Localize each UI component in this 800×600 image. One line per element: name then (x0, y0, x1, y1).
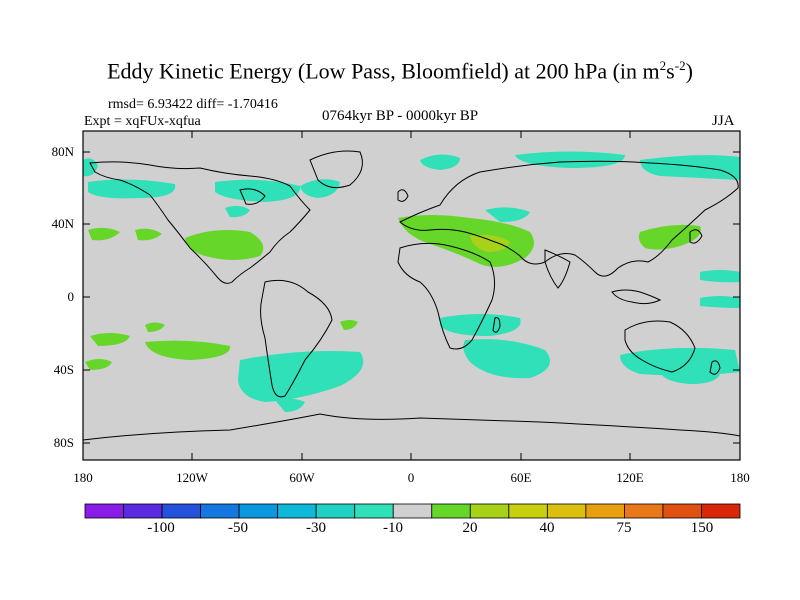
colorbar-swatch (354, 503, 394, 519)
patch-neg-southern-indian (463, 339, 550, 379)
patch-neg-south-pacific (238, 351, 364, 402)
patch-pos-south-pacific2 (90, 333, 130, 346)
lon-label-120w: 120W (176, 470, 208, 485)
season-text: JJA (712, 113, 735, 129)
period-text: 0764kyr BP - 0000kyr BP (322, 108, 479, 124)
patch-neg-pacific-ne (225, 205, 250, 218)
patch-neg-ioo (700, 296, 740, 308)
patch-pos-north-america (185, 230, 264, 260)
colorbar-swatch (123, 503, 163, 519)
coast-africa (397, 242, 496, 350)
patch-pos-southern-ocean (85, 359, 112, 370)
coast-india (544, 249, 571, 289)
colorbar-label: -30 (306, 520, 326, 536)
lat-label-80n: 80N (51, 144, 74, 159)
coast-hudson (239, 188, 266, 205)
colorbar-swatch (624, 503, 664, 519)
lat-label-0: 0 (67, 289, 75, 304)
colorbar-label: -50 (228, 520, 248, 536)
patch-pos-pacific-n2 (135, 228, 162, 241)
coast-sea-islands (611, 289, 662, 305)
coast-eurasia (399, 160, 739, 277)
patch-neg-australia (620, 347, 740, 376)
colorbar-label: -10 (383, 520, 403, 536)
positive-mid-patches (470, 234, 510, 252)
colorbar-swatch (508, 503, 548, 519)
lon-label-60w: 60W (289, 470, 315, 485)
colorbar-swatch (277, 503, 317, 519)
colorbar-swatch (392, 503, 433, 519)
colorbar-swatch (662, 503, 702, 519)
colorbar-swatch (701, 503, 741, 519)
title-main: Eddy Kinetic Energy (Low Pass, Bloomfiel… (107, 58, 660, 84)
patch-mid-sahara (470, 234, 510, 252)
positive-anomaly-patches (85, 215, 701, 370)
patch-pos-south-pacific (145, 322, 165, 332)
patch-pos-s-atlantic (340, 320, 358, 330)
title-sup-1: 2 (659, 58, 667, 73)
stats-text: rmsd= 6.93422 diff= -1.70416 (108, 97, 278, 112)
title-end: ) (685, 58, 693, 84)
map-title: Eddy Kinetic Energy (Low Pass, Bloomfiel… (0, 58, 800, 84)
colorbar-label: 40 (539, 520, 555, 536)
patch-neg-pacific-w (700, 270, 740, 283)
colorbar (84, 503, 741, 519)
lat-label-40s: 40S (53, 362, 74, 377)
coast-antarctica (82, 413, 741, 441)
map-background (83, 131, 740, 460)
colorbar-swatch (238, 503, 279, 519)
coast-north-america (89, 161, 311, 284)
experiment-text: Expt = xqFUx-xqfua (84, 114, 201, 129)
coast-south-america (260, 279, 333, 398)
axis-ticks (83, 131, 740, 460)
colorbar-label: -100 (147, 520, 175, 536)
lon-label-60e: 60E (510, 470, 532, 485)
lon-label-180-right: 180 (730, 470, 750, 485)
patch-pos-pacific-n (88, 227, 120, 241)
coast-madagascar (492, 317, 501, 333)
patch-neg-greenland-n (420, 154, 460, 170)
colorbar-label: 150 (690, 520, 714, 536)
lon-label-180-left: 180 (73, 470, 93, 485)
title-mid: s (666, 58, 675, 84)
patch-neg-alaska (88, 179, 176, 199)
coast-new-zealand (709, 360, 721, 375)
colorbar-swatch (431, 503, 471, 519)
colorbar-swatch (315, 503, 356, 519)
lat-label-40n: 40N (51, 216, 74, 231)
patch-neg-europe (485, 207, 530, 222)
lon-label-120e: 120E (616, 470, 644, 485)
patch-neg-siberia (640, 155, 740, 180)
patch-pos-south-pacific3 (145, 340, 231, 360)
colorbar-swatch (161, 503, 201, 519)
patch-neg-labrador (300, 179, 340, 198)
patch-pos-sahara (398, 215, 534, 267)
coast-japan (689, 229, 703, 244)
coast-australia (624, 320, 696, 373)
colorbar-swatch (200, 503, 240, 519)
negative-anomaly-patches (83, 151, 740, 412)
coast-greenland (309, 150, 363, 189)
colorbar-swatch (469, 503, 510, 519)
lon-label-0: 0 (407, 470, 415, 485)
title-sup-2: -2 (674, 58, 686, 73)
colorbar-label: 20 (462, 520, 478, 536)
coast-uk (397, 189, 409, 202)
patch-neg-australia-south (660, 370, 720, 384)
patch-neg-drake (275, 398, 305, 412)
colorbar-swatch (585, 503, 625, 519)
colorbar-swatch (84, 503, 124, 519)
coastlines (82, 150, 741, 441)
lat-label-80s: 80S (53, 435, 74, 450)
colorbar-swatch (546, 503, 587, 519)
colorbar-label: 75 (616, 520, 632, 536)
patch-pos-east-asia (638, 224, 701, 250)
